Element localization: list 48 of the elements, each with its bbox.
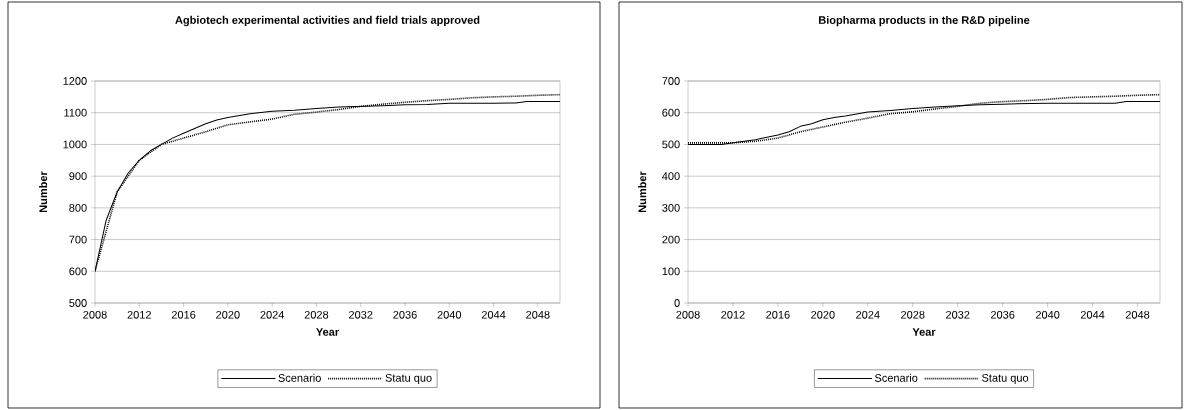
y-tick-label: 600 [69,267,87,276]
x-tick-label: 2020 [216,310,240,319]
chart-title: Agbiotech experimental activities and field trials approved [175,15,480,27]
y-tick-label: 700 [662,77,680,85]
x-tick-label: 2008 [83,310,107,319]
x-tick-label: 2020 [811,310,835,319]
y-axis-title: Number [39,171,48,213]
y-tick-label: 700 [69,235,87,244]
x-tick-label: 2028 [304,310,329,319]
chart-title: Biopharma products in the R&D pipeline [819,15,1030,27]
y-tick-label: 1100 [64,108,87,117]
x-axis-title: Year [912,328,936,336]
y-tick-label: 200 [662,235,680,244]
y-tick-label: 300 [662,203,680,212]
x-tick-label: 2028 [901,310,925,319]
x-tick-label: 2048 [526,310,550,319]
y-tick-label: 600 [662,108,680,117]
x-tick-label: 2036 [393,310,417,319]
y-tick-label: 500 [69,299,87,307]
x-tick-label: 2024 [260,310,285,319]
x-tick-label: 2036 [990,310,1015,319]
y-tick-label: 400 [662,172,680,181]
y-tick-label: 900 [69,172,87,181]
y-tick-label: 0 [674,299,680,307]
x-tick-label: 2016 [171,310,196,319]
x-tick-label: 2048 [1125,310,1150,319]
x-tick-label: 2040 [1035,310,1060,319]
y-axis-title: Number [638,171,647,213]
y-tick-label: 1000 [63,140,87,149]
y-tick-label: 800 [69,203,87,212]
legend-label: Scenario [278,373,321,382]
x-tick-label: 2040 [437,310,462,319]
y-tick-label: 100 [662,267,680,276]
x-tick-label: 2008 [676,310,700,319]
x-tick-label: 2016 [766,310,790,319]
y-tick-label: 500 [662,140,680,149]
legend-label: Statu quo [982,373,1029,384]
x-tick-label: 2024 [856,310,880,319]
x-axis-title: Year [316,328,339,336]
x-tick-label: 2044 [481,310,506,319]
y-tick-label: 1200 [63,77,87,85]
x-tick-label: 2032 [946,310,970,319]
x-tick-label: 2012 [127,310,151,319]
legend-label: Statu quo [385,373,432,384]
x-tick-label: 2012 [721,310,745,319]
x-tick-label: 2044 [1080,310,1105,319]
x-tick-label: 2032 [349,310,373,319]
legend-label: Scenario [874,373,918,382]
